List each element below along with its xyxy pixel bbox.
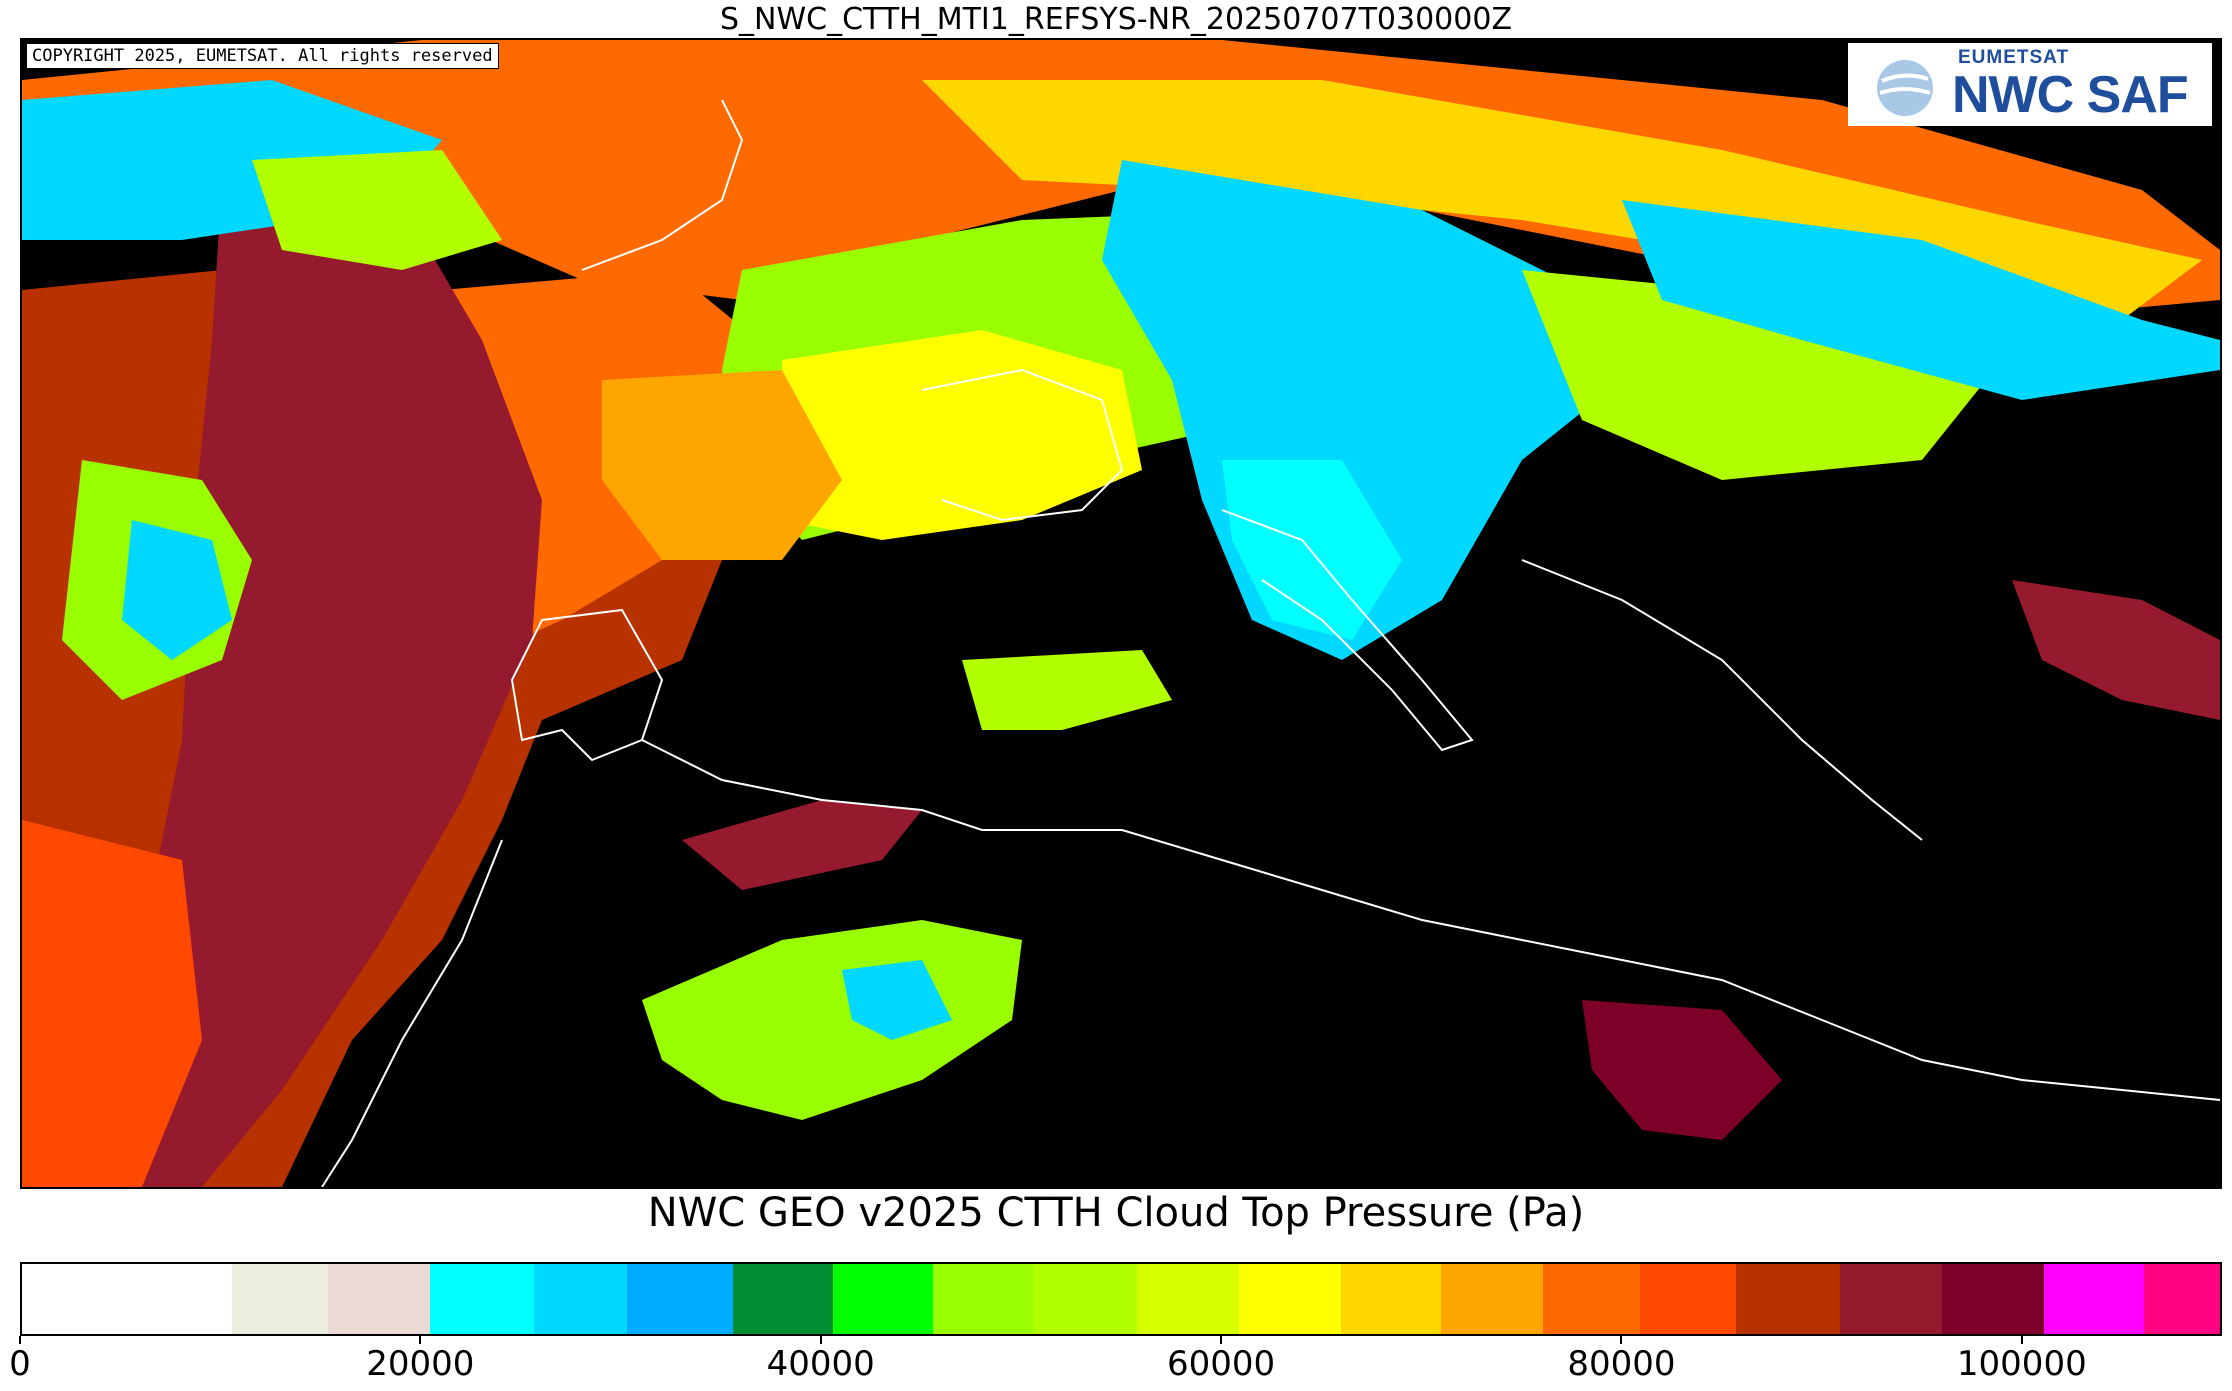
colorbar-tick [419, 1336, 422, 1344]
colorbar-segment [1340, 1264, 1441, 1334]
africa-maroon-strip [682, 800, 922, 890]
sahara-cyan-cloud [842, 960, 952, 1040]
colorbar-segment [327, 1264, 430, 1334]
coastlines [321, 99, 2220, 1187]
colorbar-segment [429, 1264, 534, 1334]
colorbar-segment [627, 1264, 734, 1334]
colorbar-tick [1220, 1336, 1223, 1344]
colorbar-segment [933, 1264, 1034, 1334]
colorbar-segment [1136, 1264, 1239, 1334]
colorbar-segment [1238, 1264, 1341, 1334]
colorbar-tick [1620, 1336, 1623, 1344]
colorbar [20, 1262, 2222, 1336]
colorbar-ticks: 0 20000 40000 60000 80000 100000 [9, 1336, 2222, 1391]
colorbar-segment [1033, 1264, 1137, 1334]
copyright-notice: COPYRIGHT 2025, EUMETSAT. All rights res… [26, 43, 499, 69]
colorbar-tick [819, 1336, 822, 1344]
north-green-cloud [252, 150, 502, 270]
libya-maroon-cloud [1582, 1000, 1782, 1140]
colorbar-segment [833, 1264, 934, 1334]
colorbar-segment [2044, 1264, 2144, 1334]
colorbar-tick [2020, 1336, 2023, 1344]
colorbar-tick-label: 80000 [1567, 1344, 1676, 1384]
colorbar-segment [22, 1264, 232, 1334]
nwcsaf-logo: EUMETSAT NWC SAF [1848, 43, 2212, 126]
bay-biscay-cloud [602, 370, 842, 560]
sahara-cloud-cluster [642, 920, 1022, 1120]
colorbar-tick-label: 20000 [366, 1344, 475, 1384]
east-cyan-cloud [1622, 200, 2220, 400]
europe-yellow-cloud [782, 330, 1142, 540]
colorbar-segment [1942, 1264, 2045, 1334]
colorbar-segment [1542, 1264, 1641, 1334]
west-cyan-cloud [122, 520, 232, 660]
colorbar-tick [19, 1336, 21, 1344]
globe-icon [1877, 60, 1933, 116]
image-title: S_NWC_CTTH_MTI1_REFSYS-NR_20250707T03000… [719, 2, 1512, 37]
satellite-map: COPYRIGHT 2025, EUMETSAT. All rights res… [20, 38, 2222, 1189]
mediterranean-green-cloud [962, 650, 1172, 730]
cloud-top-pressure-field [22, 40, 2220, 1187]
east-maroon-cloud [2012, 580, 2220, 720]
colorbar-segment [1640, 1264, 1737, 1334]
atlantic-maroon-cloud [102, 170, 542, 1187]
colorbar-tick-label: 60000 [1166, 1344, 1276, 1384]
colorbar-segment [533, 1264, 628, 1334]
colorbar-tick-label: 0 [9, 1344, 31, 1384]
colorbar-tick-label: 100000 [1956, 1344, 2087, 1384]
colorbar-segment [231, 1264, 328, 1334]
colorbar-segment [1840, 1264, 1943, 1334]
colorbar-tick-label: 40000 [766, 1344, 875, 1384]
colorbar-segment [733, 1264, 834, 1334]
atlantic-low-patch [22, 820, 202, 1187]
colorbar-segment [1736, 1264, 1841, 1334]
europe-lightcyan-cloud [1222, 460, 1402, 640]
colorbar-segment [2143, 1264, 2220, 1334]
logo-nwcsaf-text: NWC SAF [1952, 66, 2189, 124]
colorbar-title: NWC GEO v2025 CTTH Cloud Top Pressure (P… [647, 1190, 1585, 1236]
logo-eumetsat-text: EUMETSAT [1958, 47, 2070, 68]
colorbar-segment [1440, 1264, 1543, 1334]
